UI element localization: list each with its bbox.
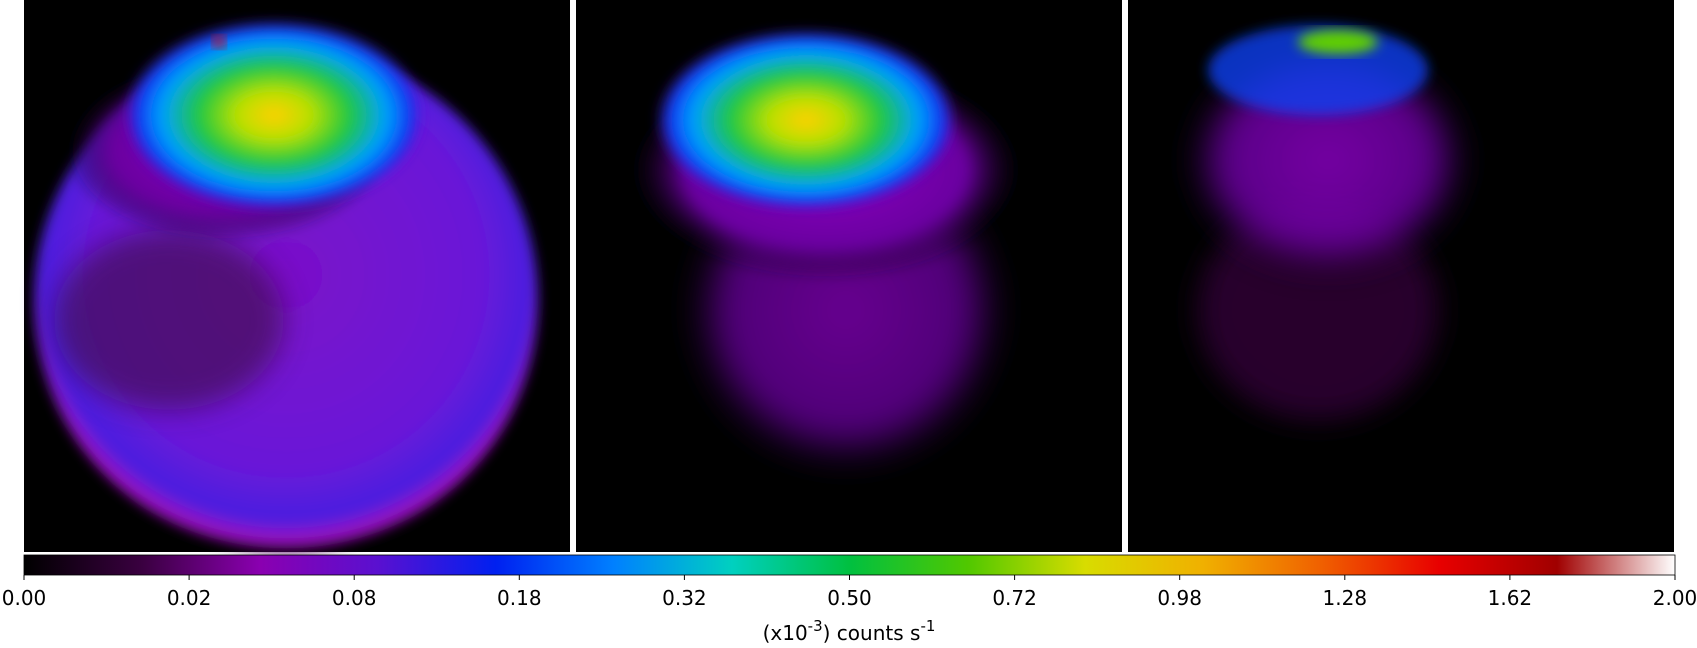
tick-label: 0.98 [1157,586,1202,610]
tick-label: 1.28 [1323,586,1368,610]
tick-label: 0.32 [662,586,707,610]
colorbar-gradient [23,554,1676,576]
colorbar: 0.00 0.02 0.08 0.18 0.32 0.50 0.72 0.98 1.28 1.62… [2,554,1697,610]
tick-label: 0.18 [497,586,542,610]
panel-right [1128,0,1674,552]
label-unit: ) counts s [823,621,921,645]
tick-label: 0.02 [167,586,212,610]
panel-middle [576,0,1122,552]
tick-label: 0.50 [827,586,872,610]
colorbar-label: (x10-3) counts s-1 [763,617,936,645]
tick-label: 0.08 [332,586,377,610]
label-base: (x10 [763,621,808,645]
label-exp: -3 [808,617,823,635]
tick-label: 2.00 [1653,586,1697,610]
tick-label: 1.62 [1488,586,1533,610]
tick-label: 0.00 [2,586,47,610]
panel-full [24,0,570,552]
tick-label: 0.72 [992,586,1037,610]
label-unit-exp: -1 [920,617,935,635]
